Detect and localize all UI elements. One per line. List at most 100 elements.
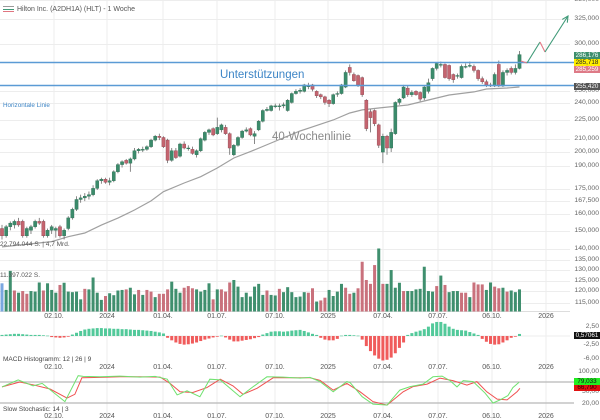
volume-bar bbox=[186, 286, 190, 312]
macd-histogram-bar bbox=[75, 332, 79, 336]
candle-body bbox=[447, 65, 451, 79]
x-axis-label: 07.04. bbox=[373, 363, 393, 371]
macd-histogram-bar bbox=[422, 329, 426, 336]
volume-bar bbox=[302, 292, 306, 312]
macd-histogram-bar bbox=[116, 328, 120, 336]
volume-bar bbox=[397, 282, 401, 312]
y-axis-label: 210,000 bbox=[574, 134, 599, 142]
candle-body bbox=[136, 149, 141, 151]
candle-body bbox=[476, 70, 480, 79]
candle-body bbox=[153, 136, 157, 141]
macd-histogram-bar bbox=[455, 329, 459, 336]
candle-body bbox=[343, 72, 348, 88]
macd-histogram-bar bbox=[468, 332, 472, 336]
candle-body bbox=[54, 228, 58, 231]
candle-body bbox=[70, 209, 75, 219]
volume-mid-label: 11.397.022 S. bbox=[0, 272, 40, 279]
volume-bar bbox=[153, 297, 157, 312]
macd-histogram-bar bbox=[484, 336, 488, 342]
macd-histogram-bar bbox=[505, 336, 509, 341]
volume-bar bbox=[501, 287, 505, 312]
support-annotation-label[interactable]: Unterstützungen bbox=[220, 69, 305, 81]
candle-body bbox=[256, 121, 261, 131]
x-axis-label: 2026 bbox=[538, 363, 554, 371]
volume-bar bbox=[190, 288, 194, 312]
candle-body bbox=[509, 68, 514, 73]
macd-histogram-bar bbox=[219, 335, 223, 337]
x-axis-label: 07.10. bbox=[265, 312, 285, 320]
x-axis-label: 07.07. bbox=[428, 363, 448, 371]
volume-bar bbox=[381, 283, 385, 312]
x-axis-label: 2024 bbox=[99, 312, 115, 320]
macd-histogram-bar bbox=[170, 336, 174, 341]
volume-bar bbox=[294, 297, 298, 312]
volume-bar bbox=[464, 292, 468, 312]
x-axis-label: 07.07. bbox=[428, 312, 448, 320]
y-axis-label: 325,000 bbox=[574, 14, 599, 22]
macd-histogram-bar bbox=[489, 336, 493, 344]
macd-histogram-bar bbox=[37, 334, 41, 336]
candle-body bbox=[140, 149, 145, 151]
horizontal-line-label[interactable]: Horizontale Linie bbox=[3, 101, 50, 109]
macd-histogram-bar bbox=[460, 330, 464, 336]
macd-histogram-bar bbox=[493, 336, 497, 345]
candle-body bbox=[484, 81, 489, 86]
candle-body bbox=[397, 98, 402, 103]
candle-body bbox=[455, 75, 460, 77]
volume-bar bbox=[422, 266, 426, 312]
macd-indicator-label[interactable]: MACD Histogramm: 12 | 26 | 9 bbox=[3, 355, 92, 363]
volume-bar bbox=[166, 289, 170, 312]
candle-body bbox=[207, 129, 211, 133]
macd-histogram-bar bbox=[240, 336, 244, 341]
stochastic-indicator-label[interactable]: Slow Stochastic: 14 | 3 bbox=[3, 405, 69, 413]
macd-histogram-bar bbox=[228, 336, 232, 340]
macd-histogram-bar bbox=[480, 336, 484, 339]
macd-histogram-bar bbox=[344, 334, 348, 336]
last-value-badge: 286,176 bbox=[574, 52, 600, 59]
macd-histogram-bar bbox=[319, 336, 323, 338]
macd-histogram-bar bbox=[50, 336, 54, 338]
macd-histogram-bar bbox=[203, 336, 207, 340]
macd-histogram-bar bbox=[66, 336, 70, 337]
macd-histogram-bar bbox=[298, 329, 302, 336]
volume-bar bbox=[348, 293, 352, 312]
volume-bar bbox=[62, 282, 66, 312]
volume-bar bbox=[224, 291, 228, 312]
macd-histogram-bar bbox=[501, 336, 505, 343]
candle-body bbox=[434, 63, 439, 69]
macd-histogram-bar bbox=[385, 336, 389, 360]
volume-bar bbox=[282, 292, 286, 312]
y-axis-label: 20,00 bbox=[581, 399, 599, 407]
volume-bar bbox=[203, 289, 207, 312]
macd-histogram-bar bbox=[464, 330, 468, 336]
x-axis-label: 06.10. bbox=[482, 363, 502, 371]
candle-body bbox=[347, 67, 352, 73]
candle-body bbox=[405, 87, 410, 95]
volume-bar bbox=[364, 279, 368, 312]
macd-histogram-bar bbox=[83, 329, 87, 336]
candle-body bbox=[443, 64, 447, 78]
candle-body bbox=[459, 66, 464, 78]
candle-body bbox=[91, 188, 95, 195]
x-axis-label: 2024 bbox=[99, 412, 115, 420]
projection-segment bbox=[544, 15, 569, 53]
volume-bar bbox=[58, 284, 62, 312]
macd-histogram-bar bbox=[513, 336, 517, 337]
x-axis-label: 02.10. bbox=[44, 363, 64, 371]
volume-bar bbox=[79, 299, 83, 312]
volume-bar bbox=[339, 283, 343, 312]
macd-histogram-bar bbox=[58, 336, 62, 338]
moving-average-label[interactable]: 40-Wochenlinie bbox=[272, 130, 352, 143]
macd-histogram-bar bbox=[21, 334, 25, 336]
volume-bar bbox=[174, 288, 178, 312]
candle-body bbox=[327, 100, 331, 104]
macd-histogram-bar bbox=[41, 335, 45, 336]
candle-body bbox=[356, 75, 360, 86]
candle-body bbox=[285, 100, 290, 111]
macd-histogram-bar bbox=[426, 326, 430, 336]
candle-body bbox=[99, 179, 104, 181]
volume-bar bbox=[356, 288, 360, 312]
volume-bars bbox=[0, 248, 521, 312]
candle-body bbox=[161, 137, 166, 147]
y-axis-label: 130,000 bbox=[574, 265, 599, 273]
